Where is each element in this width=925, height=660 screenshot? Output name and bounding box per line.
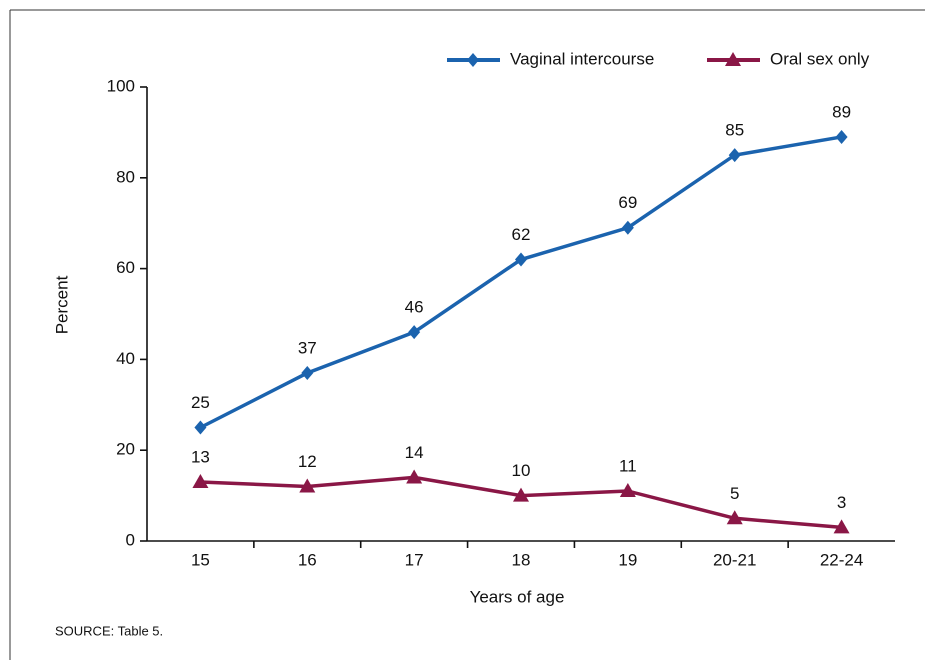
marker-triangle [513, 487, 529, 502]
marker-diamond [301, 366, 314, 381]
marker-diamond [194, 420, 207, 435]
y-tick-label: 0 [126, 530, 135, 549]
x-tick-label: 15 [191, 550, 210, 569]
data-label: 25 [191, 393, 210, 412]
x-axis-label: Years of age [470, 587, 565, 606]
y-tick-label: 80 [116, 167, 135, 186]
series-line [200, 475, 842, 530]
x-tick-label: 20-21 [713, 550, 756, 569]
marker-triangle [725, 52, 741, 66]
x-tick-label: 16 [298, 550, 317, 569]
marker-diamond [408, 325, 421, 340]
source-note: SOURCE: Table 5. [55, 623, 163, 638]
marker-diamond [835, 129, 848, 144]
marker-diamond [621, 220, 634, 235]
legend-label: Vaginal intercourse [510, 49, 654, 68]
marker-triangle [299, 478, 316, 493]
data-label: 46 [405, 298, 424, 317]
data-label: 69 [618, 193, 637, 212]
data-label: 62 [512, 225, 531, 244]
legend-label: Oral sex only [770, 49, 870, 68]
marker-triangle [726, 510, 743, 525]
data-label: 85 [725, 121, 744, 140]
data-label: 3 [837, 493, 846, 512]
data-label: 11 [619, 457, 637, 476]
x-tick-label: 18 [512, 550, 531, 569]
marker-triangle [833, 519, 850, 534]
series-line [199, 135, 842, 430]
data-label: 14 [405, 443, 424, 462]
y-tick-label: 100 [107, 76, 135, 95]
x-tick-label: 17 [405, 550, 424, 569]
y-tick-label: 20 [116, 440, 135, 459]
marker-diamond [515, 252, 527, 267]
marker-diamond [467, 53, 479, 67]
marker-triangle [619, 483, 636, 498]
x-tick-label: 22-24 [820, 550, 863, 569]
y-tick-label: 60 [116, 258, 135, 277]
data-label: 5 [730, 484, 739, 503]
data-label: 10 [512, 461, 531, 480]
data-label: 12 [298, 452, 317, 471]
y-tick-label: 40 [116, 349, 135, 368]
data-label: 37 [298, 339, 317, 358]
marker-triangle [406, 469, 423, 484]
data-label: 13 [191, 447, 210, 466]
marker-diamond [728, 148, 741, 163]
marker-triangle [192, 473, 209, 488]
x-tick-label: 19 [618, 550, 637, 569]
data-label: 89 [832, 102, 851, 121]
y-axis-label: Percent [52, 275, 71, 334]
